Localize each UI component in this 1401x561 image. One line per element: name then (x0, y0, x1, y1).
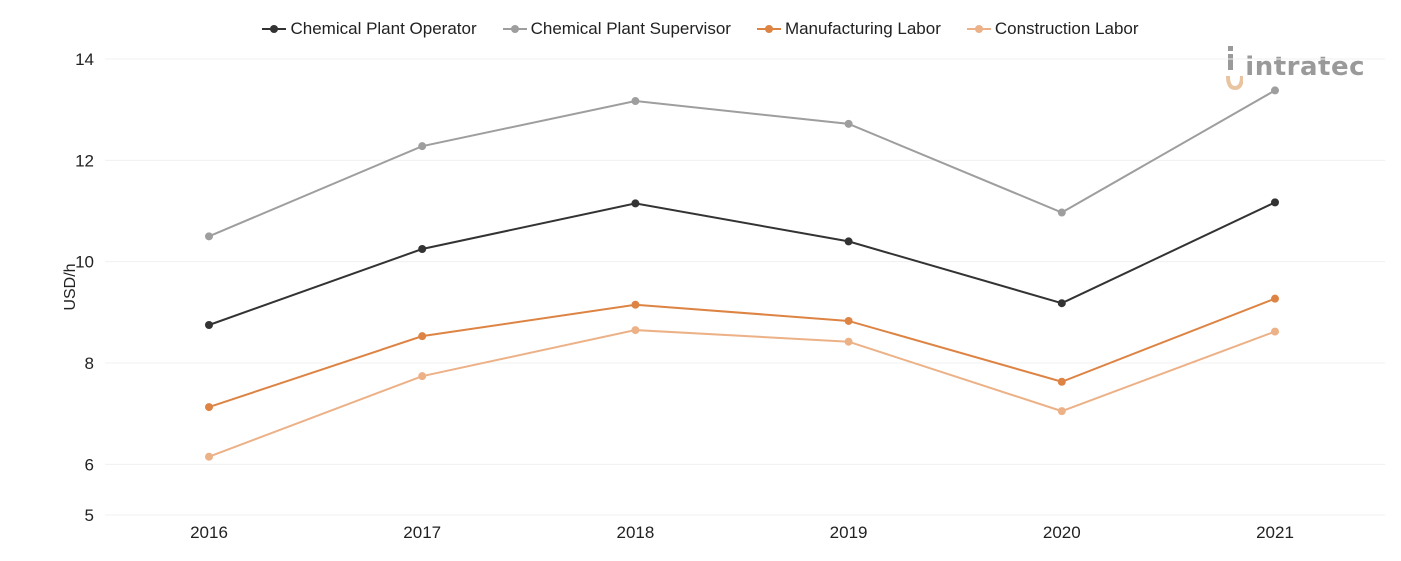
data-point (631, 199, 640, 208)
series-line (208, 297, 1276, 409)
legend-label: Construction Labor (994, 19, 1139, 38)
data-point (844, 237, 853, 246)
legend-swatch-icon (262, 25, 287, 33)
legend-label: Manufacturing Labor (784, 19, 941, 38)
y-axis-label: USD/h (62, 263, 79, 310)
data-point (418, 245, 427, 253)
legend-item: Construction Labor (966, 16, 1139, 42)
series-line (208, 201, 1276, 326)
data-point (1271, 294, 1279, 303)
x-tick-label: 2019 (830, 523, 868, 542)
data-point (418, 372, 427, 381)
data-point (844, 337, 853, 346)
legend-label: Chemical Plant Supervisor (530, 19, 731, 38)
data-point (418, 142, 427, 151)
y-tick-label: 10 (75, 253, 94, 272)
series-line (208, 89, 1276, 238)
legend-item: Chemical Plant Supervisor (502, 16, 731, 42)
intratec-logo-icon (1226, 46, 1244, 90)
data-point (205, 321, 213, 329)
x-tick-label: 2020 (1043, 523, 1081, 542)
data-point (1271, 86, 1279, 95)
data-point (631, 300, 640, 309)
data-point (631, 97, 640, 106)
x-tick-label: 2016 (190, 523, 228, 542)
logo-text: intratec (1245, 52, 1365, 82)
x-tick-label: 2017 (403, 523, 441, 542)
chart-legend: Chemical Plant Operator Chemical Plant Su… (0, 16, 1401, 42)
legend-swatch-icon (966, 25, 991, 33)
legend-swatch-icon (756, 25, 781, 33)
legend-swatch-icon (502, 25, 527, 33)
legend-item: Chemical Plant Operator (262, 16, 477, 42)
data-point (205, 232, 213, 241)
data-point (1057, 407, 1066, 416)
y-tick-label: 12 (75, 151, 94, 170)
y-tick-label: 8 (85, 354, 94, 373)
y-tick-label: 5 (85, 506, 94, 525)
intratec-logo: intratec (1225, 44, 1365, 90)
data-point (1271, 327, 1279, 336)
x-tick-label: 2021 (1256, 523, 1294, 542)
data-point (205, 452, 213, 461)
data-point (418, 332, 427, 341)
legend-label: Chemical Plant Operator (290, 19, 477, 38)
data-point (1271, 198, 1279, 207)
data-point (844, 119, 853, 128)
data-point (631, 326, 640, 335)
data-point (205, 403, 213, 412)
y-tick-label: 6 (85, 455, 94, 474)
y-tick-label: 14 (75, 50, 94, 69)
data-point (1057, 208, 1066, 217)
x-tick-label: 2018 (616, 523, 654, 542)
data-point (844, 316, 853, 325)
data-point (1057, 377, 1066, 386)
series-line (208, 329, 1276, 458)
legend-item: Manufacturing Labor (756, 16, 941, 42)
data-point (1057, 299, 1066, 308)
